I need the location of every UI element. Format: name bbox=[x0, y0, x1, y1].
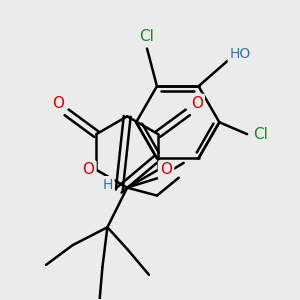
Text: Cl: Cl bbox=[254, 127, 268, 142]
Text: Cl: Cl bbox=[140, 29, 154, 44]
Text: HO: HO bbox=[230, 46, 251, 61]
Text: O: O bbox=[82, 162, 94, 177]
Text: O: O bbox=[160, 162, 172, 177]
Text: H: H bbox=[102, 178, 112, 192]
Text: O: O bbox=[191, 96, 203, 111]
Text: O: O bbox=[52, 96, 64, 111]
